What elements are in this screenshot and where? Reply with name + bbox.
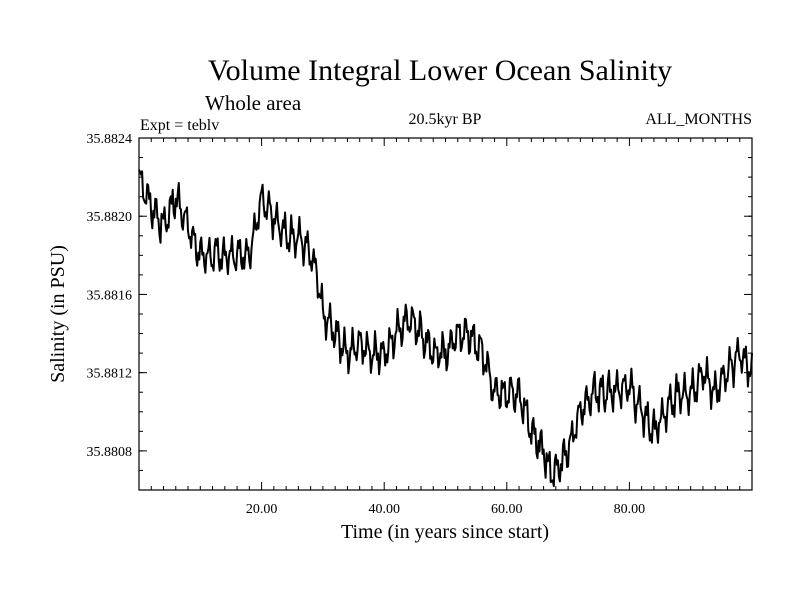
chart-title: Volume Integral Lower Ocean Salinity — [208, 54, 672, 87]
y-tick-label: 35.8820 — [87, 210, 133, 225]
period-label: 20.5kyr BP — [409, 111, 482, 128]
y-tick-label: 35.8816 — [87, 288, 133, 303]
y-tick-label: 35.8812 — [87, 367, 133, 382]
y-tick-label: 35.8808 — [87, 445, 133, 460]
months-label: ALL_MONTHS — [645, 111, 752, 128]
experiment-label: Expt = teblv — [140, 117, 219, 134]
chart-subtitle: Whole area — [205, 91, 302, 115]
series-layer — [138, 169, 753, 488]
x-tick-label: 80.00 — [614, 502, 646, 517]
x-axis-label: Time (in years since start) — [341, 521, 549, 543]
x-tick-label: 40.00 — [368, 502, 400, 517]
x-axis-ticks: 20.00 40.00 60.00 80.00 — [150, 138, 741, 517]
x-tick-label: 20.00 — [246, 502, 278, 517]
y-axis-label: Salinity (in PSU) — [47, 245, 69, 383]
x-tick-label: 60.00 — [491, 502, 523, 517]
y-axis-ticks: 35.8808 35.8812 35.8816 35.8820 35.8824 — [87, 132, 752, 491]
series-line-salinity — [138, 169, 753, 488]
y-tick-label: 35.8824 — [87, 132, 133, 147]
plot-frame — [138, 137, 753, 491]
